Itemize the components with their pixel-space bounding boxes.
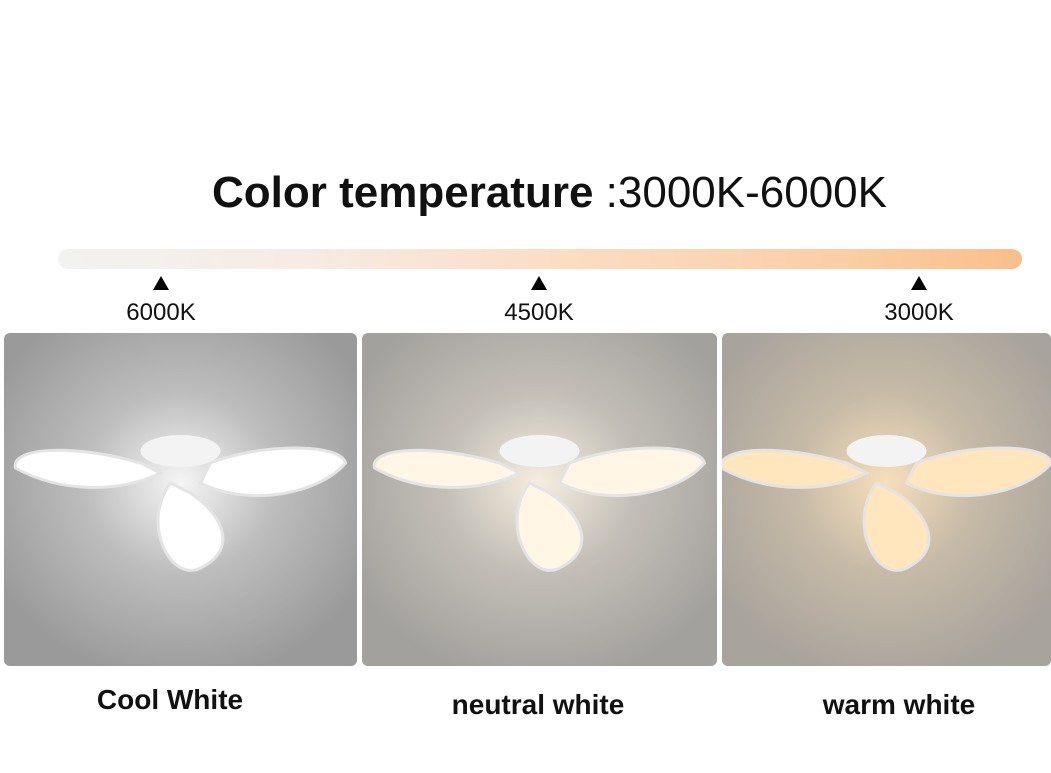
panel-label-warm-white: warm white	[822, 689, 976, 720]
lamp-image	[722, 333, 1051, 666]
title-text: Color temperature	[212, 168, 594, 217]
panel-label-cool-white: Cool White	[96, 684, 244, 715]
triangle-up-icon	[153, 276, 169, 290]
triangle-up-icon	[911, 276, 927, 290]
page-title: Color temperature :3000K-6000K	[212, 168, 887, 218]
marker-label-4500k: 4500K	[504, 299, 574, 326]
panel-label-neutral-white: neutral white	[451, 689, 625, 720]
marker-label-6000k: 6000K	[126, 299, 196, 326]
color-temperature-gradient-bar	[58, 249, 1022, 269]
triangle-up-icon	[531, 276, 547, 290]
lamp-image	[4, 333, 357, 666]
marker-label-3000k: 3000K	[884, 299, 954, 326]
lamp-image	[362, 333, 717, 666]
panel-cool-white	[4, 333, 357, 666]
title-range: :3000K-6000K	[605, 168, 887, 217]
panel-neutral-white	[362, 333, 717, 666]
panel-warm-white	[722, 333, 1051, 666]
